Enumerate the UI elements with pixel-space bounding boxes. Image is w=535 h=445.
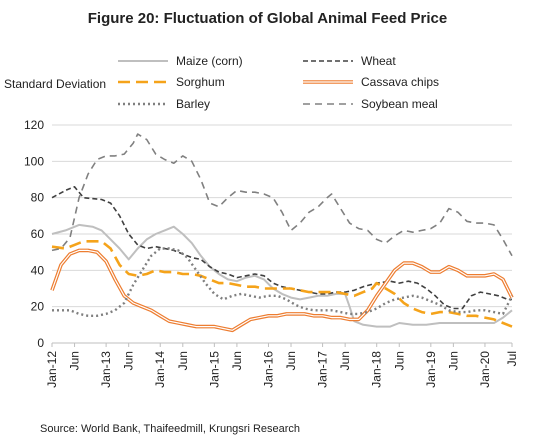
x-tick-label: Jan-15 bbox=[207, 351, 221, 388]
legend-item-cassava-chips: Cassava chips bbox=[303, 75, 439, 89]
legend-item-sorghum: Sorghum bbox=[118, 75, 225, 89]
legend-label: Barley bbox=[176, 97, 210, 111]
chart-title: Figure 20: Fluctuation of Global Animal … bbox=[87, 10, 448, 27]
legend: Maize (corn) Wheat Sorghum Cassava chips Bar… bbox=[118, 54, 439, 111]
legend-label: Soybean meal bbox=[361, 97, 438, 111]
series-line-cassava-chips-inner bbox=[51, 249, 513, 331]
legend-item-barley: Barley bbox=[118, 97, 210, 111]
y-tick-label: 20 bbox=[31, 300, 45, 314]
y-tick-label: 100 bbox=[24, 154, 44, 168]
x-tick-label: Jun bbox=[284, 351, 298, 370]
legend-label: Sorghum bbox=[176, 75, 225, 89]
x-tick-label: Jun bbox=[176, 351, 190, 370]
y-axis-label: Standard Deviation bbox=[4, 77, 107, 91]
x-tick-label: Jan-18 bbox=[370, 351, 384, 388]
legend-label: Maize (corn) bbox=[176, 54, 243, 68]
series-line-sorghum bbox=[51, 240, 513, 328]
series-line-wheat bbox=[51, 186, 512, 310]
legend-item-maize-corn: Maize (corn) bbox=[118, 54, 243, 68]
y-tick-label: 80 bbox=[31, 191, 45, 205]
x-tick-label: Jan-20 bbox=[478, 351, 492, 388]
x-tick-label: Jan-14 bbox=[153, 351, 167, 388]
y-tick-label: 120 bbox=[24, 118, 44, 132]
legend-item-wheat: Wheat bbox=[303, 54, 396, 68]
x-tick-label: Jan-16 bbox=[261, 351, 275, 388]
legend-item-soybean-meal: Soybean meal bbox=[303, 97, 438, 111]
x-tick-label: Jun bbox=[122, 351, 136, 370]
axes: 0 20 40 60 80 100 120 Jan-12 Jun Jan-13 Jun Jan-14 J… bbox=[24, 118, 519, 388]
y-tick-label: 60 bbox=[31, 227, 45, 241]
x-tick-label: Jan-19 bbox=[424, 351, 438, 388]
legend-label: Cassava chips bbox=[361, 75, 439, 89]
x-tick-label: Jun bbox=[446, 351, 460, 370]
series-line-maize-corn bbox=[51, 223, 513, 328]
x-tick-label: Jun bbox=[392, 351, 406, 370]
series-line-barley bbox=[52, 247, 514, 317]
x-tick-label: Jan-12 bbox=[45, 351, 59, 388]
x-tick-label: Jul bbox=[505, 351, 519, 366]
x-tick-label: Jan-17 bbox=[316, 351, 330, 388]
series-lines bbox=[50, 133, 514, 333]
y-tick-label: 0 bbox=[37, 336, 44, 350]
series-line-soybean-meal bbox=[51, 133, 513, 257]
x-tick-label: Jan-13 bbox=[99, 351, 113, 388]
legend-label: Wheat bbox=[361, 54, 396, 68]
x-tick-label: Jun bbox=[230, 351, 244, 370]
source-note: Source: World Bank, Thaifeedmill, Krungs… bbox=[40, 423, 301, 435]
x-tick-label: Jun bbox=[338, 351, 352, 370]
grid-lines bbox=[52, 124, 512, 308]
y-tick-label: 40 bbox=[31, 263, 45, 277]
x-tick-label: Jun bbox=[68, 351, 82, 370]
